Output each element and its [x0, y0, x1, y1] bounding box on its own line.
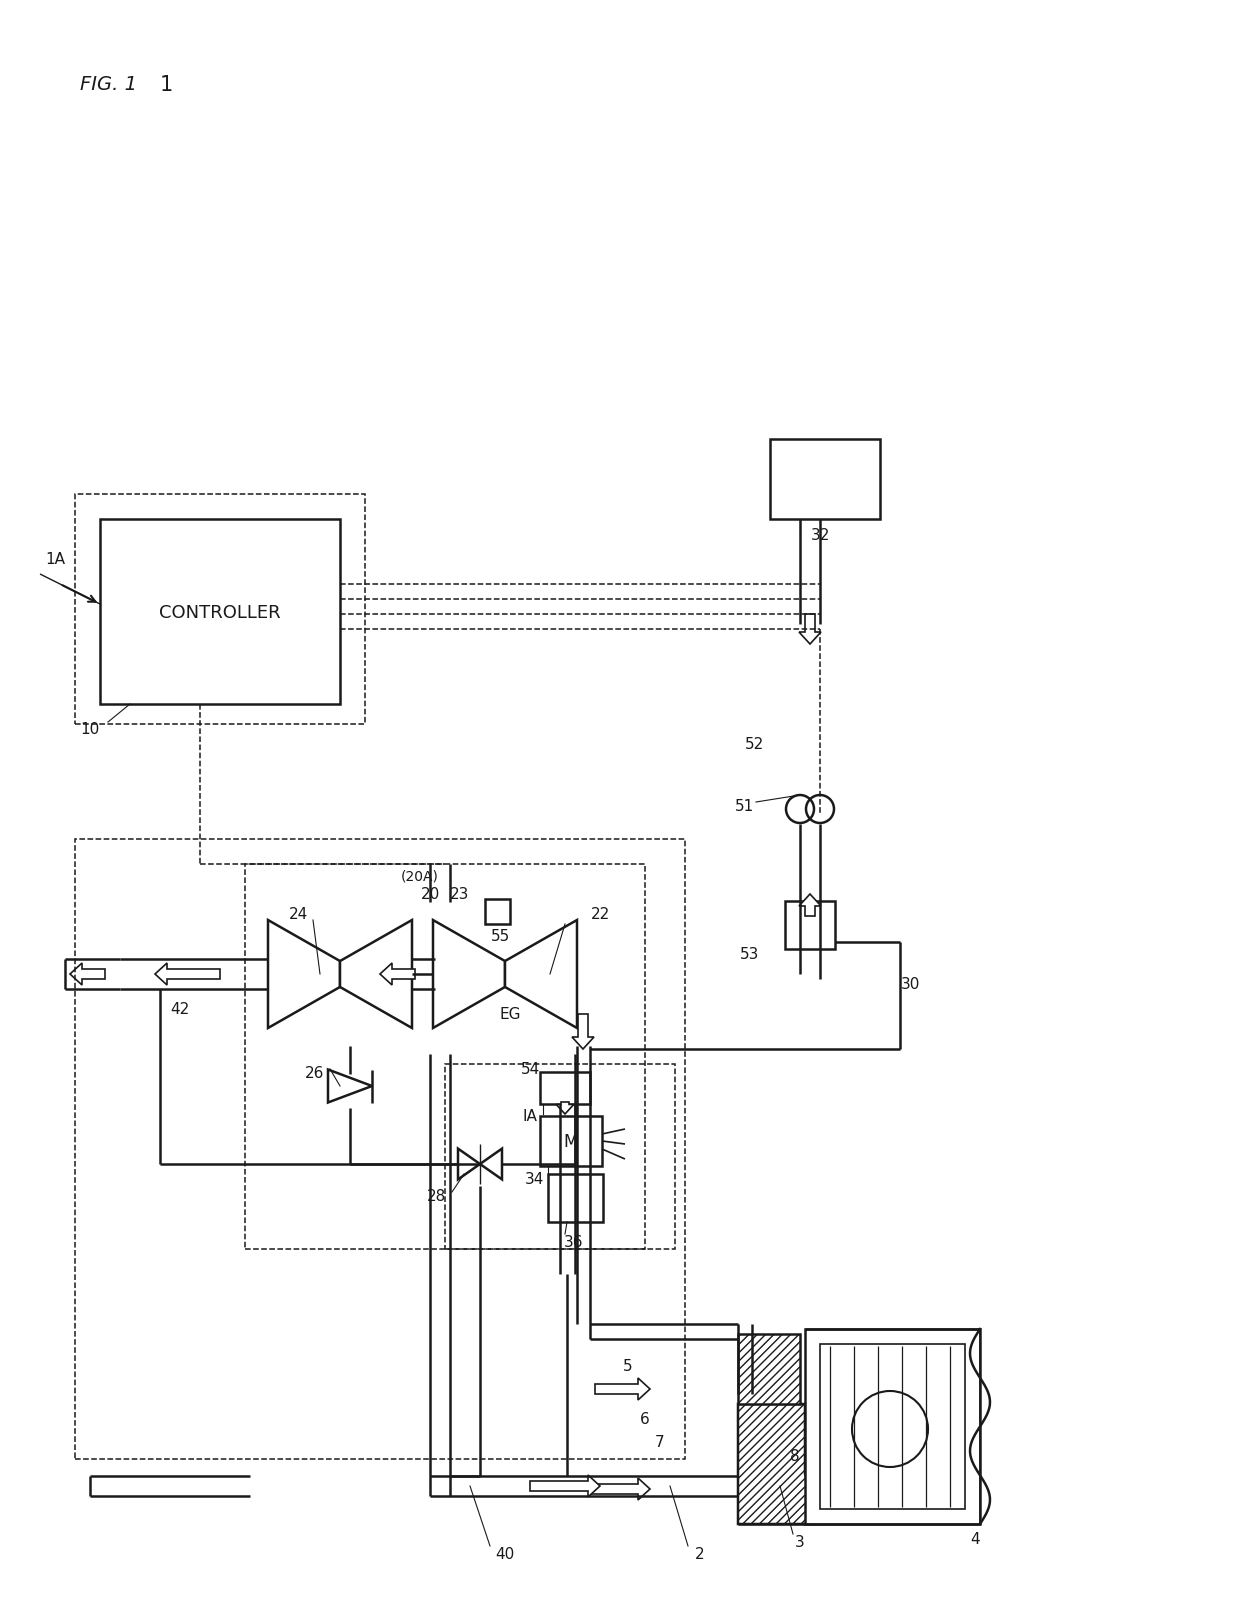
Text: M: M [564, 1133, 578, 1151]
Polygon shape [738, 1404, 820, 1524]
Text: 42: 42 [170, 1002, 190, 1017]
Text: 30: 30 [900, 976, 920, 993]
Text: EG: EG [500, 1007, 521, 1022]
Polygon shape [557, 1102, 574, 1114]
Text: 51: 51 [735, 799, 755, 813]
Text: 1A: 1A [45, 552, 64, 567]
Bar [246, 865, 645, 1249]
Polygon shape [340, 920, 412, 1028]
Polygon shape [799, 615, 821, 644]
Text: 4: 4 [970, 1532, 980, 1546]
Text: CONTROLLER: CONTROLLER [159, 604, 280, 621]
Bar [100, 520, 340, 705]
Bar [548, 1175, 603, 1222]
Bar [74, 839, 684, 1459]
Bar [820, 1344, 965, 1509]
Text: 23: 23 [450, 888, 470, 902]
Text: 2: 2 [696, 1546, 704, 1561]
Bar [805, 1330, 980, 1524]
Polygon shape [529, 1475, 600, 1498]
Text: (20A): (20A) [401, 870, 439, 883]
Polygon shape [458, 1149, 480, 1180]
Polygon shape [572, 1014, 594, 1049]
Polygon shape [590, 1478, 650, 1499]
Polygon shape [268, 920, 340, 1028]
Text: 20: 20 [420, 888, 440, 902]
Text: 54: 54 [521, 1062, 539, 1077]
Text: 55: 55 [490, 930, 510, 944]
Text: 24: 24 [289, 907, 308, 922]
Polygon shape [799, 894, 821, 917]
Text: 3: 3 [795, 1535, 805, 1549]
Text: 53: 53 [740, 947, 760, 962]
Text: 10: 10 [81, 721, 99, 738]
Bar [770, 439, 880, 520]
Text: 28: 28 [428, 1190, 446, 1204]
Polygon shape [329, 1070, 372, 1102]
Polygon shape [595, 1378, 650, 1399]
Polygon shape [155, 964, 219, 986]
Bar [539, 1117, 601, 1167]
Text: 6: 6 [640, 1412, 650, 1427]
Bar [445, 1064, 675, 1249]
Bar [485, 899, 510, 925]
Text: IA: IA [522, 1109, 537, 1123]
Polygon shape [379, 964, 415, 986]
Text: 34: 34 [526, 1172, 544, 1186]
Text: 5: 5 [624, 1359, 632, 1374]
Polygon shape [69, 964, 105, 986]
Polygon shape [505, 920, 577, 1028]
Polygon shape [480, 1149, 502, 1180]
Text: 52: 52 [745, 738, 765, 752]
Polygon shape [433, 920, 505, 1028]
Text: 26: 26 [305, 1065, 325, 1080]
Bar [785, 902, 835, 949]
Text: 8: 8 [790, 1449, 800, 1464]
Text: 36: 36 [564, 1235, 584, 1249]
Text: FIG. 1: FIG. 1 [81, 76, 136, 95]
Polygon shape [738, 1335, 800, 1404]
Text: 1: 1 [160, 74, 174, 95]
Text: 32: 32 [810, 528, 830, 542]
Text: 40: 40 [495, 1546, 515, 1561]
Text: 7: 7 [655, 1435, 665, 1449]
Bar [74, 495, 365, 725]
Text: 22: 22 [590, 907, 610, 922]
Bar [539, 1072, 590, 1104]
